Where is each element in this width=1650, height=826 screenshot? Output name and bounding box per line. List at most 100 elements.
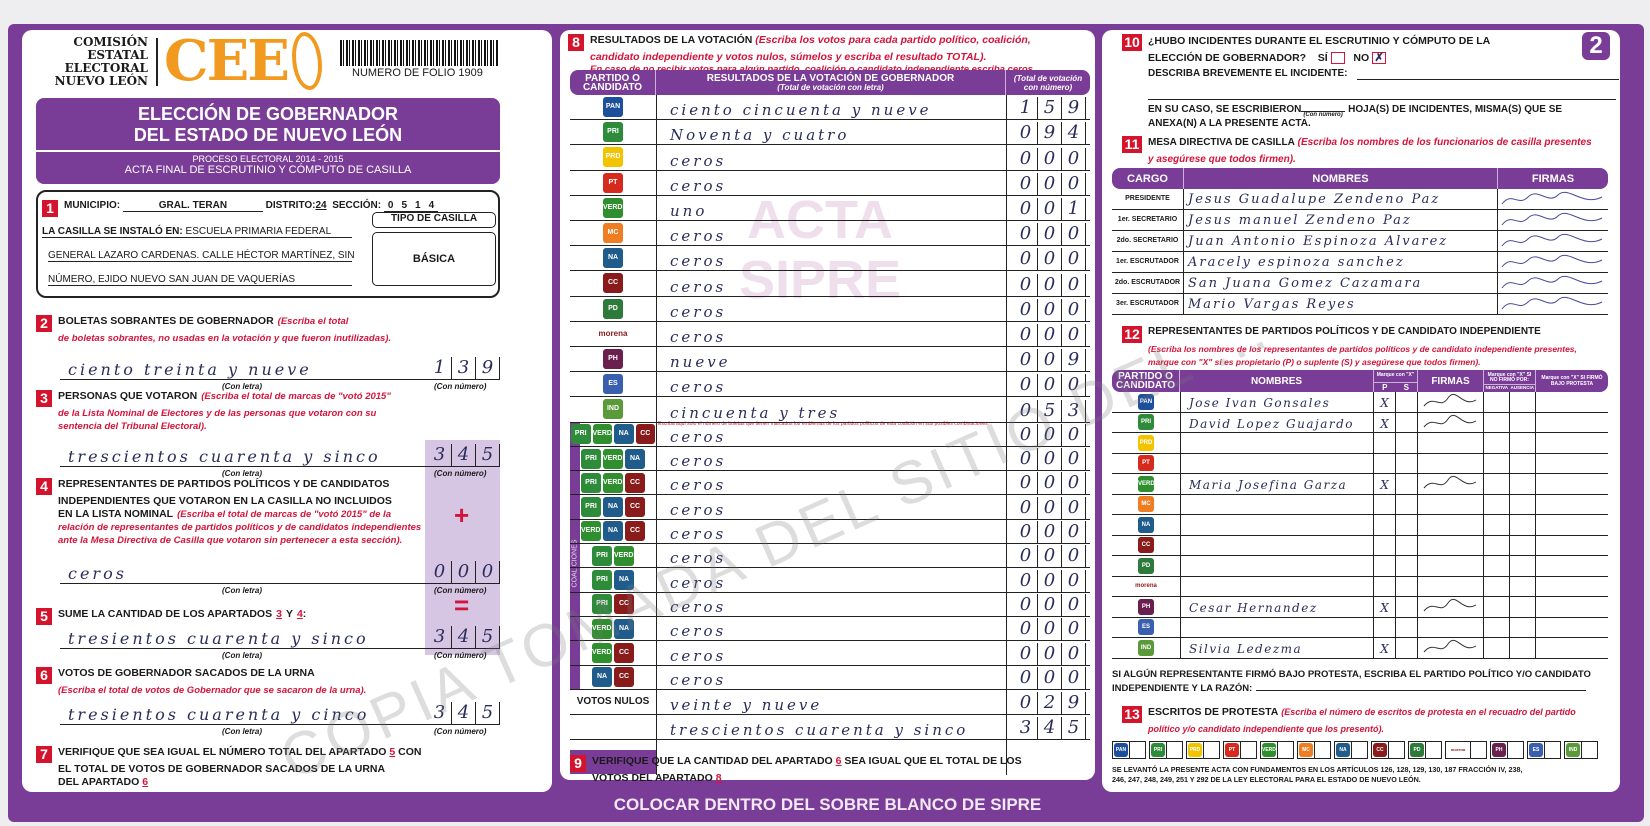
protest-box[interactable]: VERDE: [1260, 741, 1294, 759]
protest-count-input[interactable]: [1470, 742, 1486, 758]
rep-s[interactable]: [1396, 576, 1418, 596]
rep-p[interactable]: [1374, 576, 1396, 596]
rep-nombre[interactable]: [1180, 433, 1374, 453]
votes-letra[interactable]: ceros: [670, 176, 727, 195]
rep-p[interactable]: [1374, 433, 1396, 453]
rep-firma[interactable]: [1418, 412, 1484, 432]
rep-nombre[interactable]: [1180, 453, 1374, 473]
rep-negativa[interactable]: [1484, 597, 1510, 617]
rep-p[interactable]: X: [1374, 474, 1396, 494]
rep-s[interactable]: [1396, 453, 1418, 473]
protest-box[interactable]: PRI: [1149, 741, 1183, 759]
rep-p[interactable]: [1374, 556, 1396, 576]
votes-letra[interactable]: ceros: [670, 476, 727, 495]
hojas-input[interactable]: (Con número): [1301, 102, 1346, 118]
signature[interactable]: [1498, 231, 1608, 251]
rep-protesta[interactable]: [1536, 413, 1608, 433]
rep-ausencia[interactable]: [1510, 392, 1536, 412]
protest-box[interactable]: morena: [1445, 741, 1487, 759]
rep-ausencia[interactable]: [1510, 617, 1536, 637]
rep-negativa[interactable]: [1484, 638, 1510, 658]
rep-s[interactable]: [1396, 412, 1418, 432]
protest-count-input[interactable]: [1351, 742, 1367, 758]
rep-nombre[interactable]: [1180, 556, 1374, 576]
protest-box[interactable]: MC: [1297, 741, 1331, 759]
nombre[interactable]: Aracely espinoza sanchez: [1184, 252, 1498, 272]
rep-negativa[interactable]: [1484, 494, 1510, 514]
signature[interactable]: [1498, 252, 1608, 272]
rep-ausencia[interactable]: [1510, 556, 1536, 576]
votes-letra[interactable]: cincuenta y tres: [670, 403, 841, 422]
rep-s[interactable]: [1396, 535, 1418, 555]
rep-p[interactable]: [1374, 535, 1396, 555]
si-checkbox[interactable]: [1330, 52, 1345, 65]
signature[interactable]: [1498, 294, 1608, 314]
nombre[interactable]: Jesus Guadalupe Zendeno Paz: [1184, 189, 1498, 209]
rep-protesta[interactable]: [1536, 433, 1608, 453]
rep-protesta[interactable]: [1536, 556, 1608, 576]
protest-input-line[interactable]: [1256, 683, 1587, 691]
rep-firma[interactable]: [1418, 392, 1484, 412]
protest-count-input[interactable]: [1388, 742, 1404, 758]
votes-letra[interactable]: ceros: [670, 252, 727, 271]
protest-box[interactable]: NA: [1334, 741, 1368, 759]
signature[interactable]: [1498, 210, 1608, 230]
nombre[interactable]: Mario Vargas Reyes: [1184, 294, 1498, 314]
rep-protesta[interactable]: [1536, 618, 1608, 638]
votes-letra[interactable]: ceros: [670, 227, 727, 246]
rep-protesta[interactable]: [1536, 515, 1608, 535]
rep-p[interactable]: [1374, 494, 1396, 514]
votes-letra[interactable]: ceros: [670, 670, 727, 689]
votes-letra[interactable]: ceros: [670, 277, 727, 296]
rep-s[interactable]: [1396, 474, 1418, 494]
rep-nombre[interactable]: Cesar Hernandez: [1180, 597, 1374, 617]
protest-count-input[interactable]: [1314, 742, 1330, 758]
rep-protesta[interactable]: [1536, 638, 1608, 658]
votes-letra[interactable]: trescientos cuarenta y sinco: [670, 720, 969, 739]
letra-input[interactable]: tresientos cuarenta y sinco 3 4 5: [60, 626, 500, 649]
signature[interactable]: [1498, 189, 1608, 209]
letra-input[interactable]: tresientos cuarenta y cinco 3 4 5: [60, 702, 500, 725]
rep-firma[interactable]: [1418, 494, 1484, 514]
rep-negativa[interactable]: [1484, 617, 1510, 637]
votes-letra[interactable]: ceros: [670, 151, 727, 170]
protest-count-input[interactable]: [1129, 742, 1145, 758]
describe-input-line[interactable]: [1357, 68, 1619, 80]
rep-protesta[interactable]: [1536, 597, 1608, 617]
rep-s[interactable]: [1396, 494, 1418, 514]
protest-count-input[interactable]: [1240, 742, 1256, 758]
votes-letra[interactable]: ceros: [670, 302, 727, 321]
rep-negativa[interactable]: [1484, 576, 1510, 596]
rep-p[interactable]: X: [1374, 597, 1396, 617]
rep-negativa[interactable]: [1484, 515, 1510, 535]
protest-box[interactable]: IND: [1564, 741, 1598, 759]
rep-protesta[interactable]: [1536, 577, 1608, 597]
protest-box[interactable]: PT: [1223, 741, 1257, 759]
protest-count-input[interactable]: [1425, 742, 1441, 758]
rep-negativa[interactable]: [1484, 474, 1510, 494]
protest-box[interactable]: PRD: [1186, 741, 1220, 759]
protest-count-input[interactable]: [1507, 742, 1523, 758]
rep-p[interactable]: [1374, 617, 1396, 637]
votes-letra[interactable]: veinte y nueve: [670, 695, 823, 714]
votes-letra[interactable]: ceros: [670, 573, 727, 592]
no-checkbox[interactable]: ✗: [1372, 52, 1387, 65]
votes-letra[interactable]: ceros: [670, 622, 727, 641]
protest-box[interactable]: PH: [1490, 741, 1524, 759]
votes-letra[interactable]: ceros: [670, 378, 727, 397]
rep-ausencia[interactable]: [1510, 453, 1536, 473]
rep-negativa[interactable]: [1484, 392, 1510, 412]
rep-nombre[interactable]: David Lopez Guajardo: [1180, 412, 1374, 432]
rep-s[interactable]: [1396, 597, 1418, 617]
rep-p[interactable]: X: [1374, 392, 1396, 412]
protest-count-input[interactable]: [1544, 742, 1560, 758]
nombre[interactable]: San Juana Gomez Cazamara: [1184, 273, 1498, 293]
rep-negativa[interactable]: [1484, 556, 1510, 576]
votes-letra[interactable]: ceros: [670, 427, 727, 446]
rep-firma[interactable]: [1418, 617, 1484, 637]
votes-letra[interactable]: ceros: [670, 500, 727, 519]
letra-input[interactable]: trescientos cuarenta y sinco 3 4 5: [60, 444, 500, 467]
rep-protesta[interactable]: [1536, 392, 1608, 412]
rep-s[interactable]: [1396, 515, 1418, 535]
votes-letra[interactable]: ceros: [670, 646, 727, 665]
